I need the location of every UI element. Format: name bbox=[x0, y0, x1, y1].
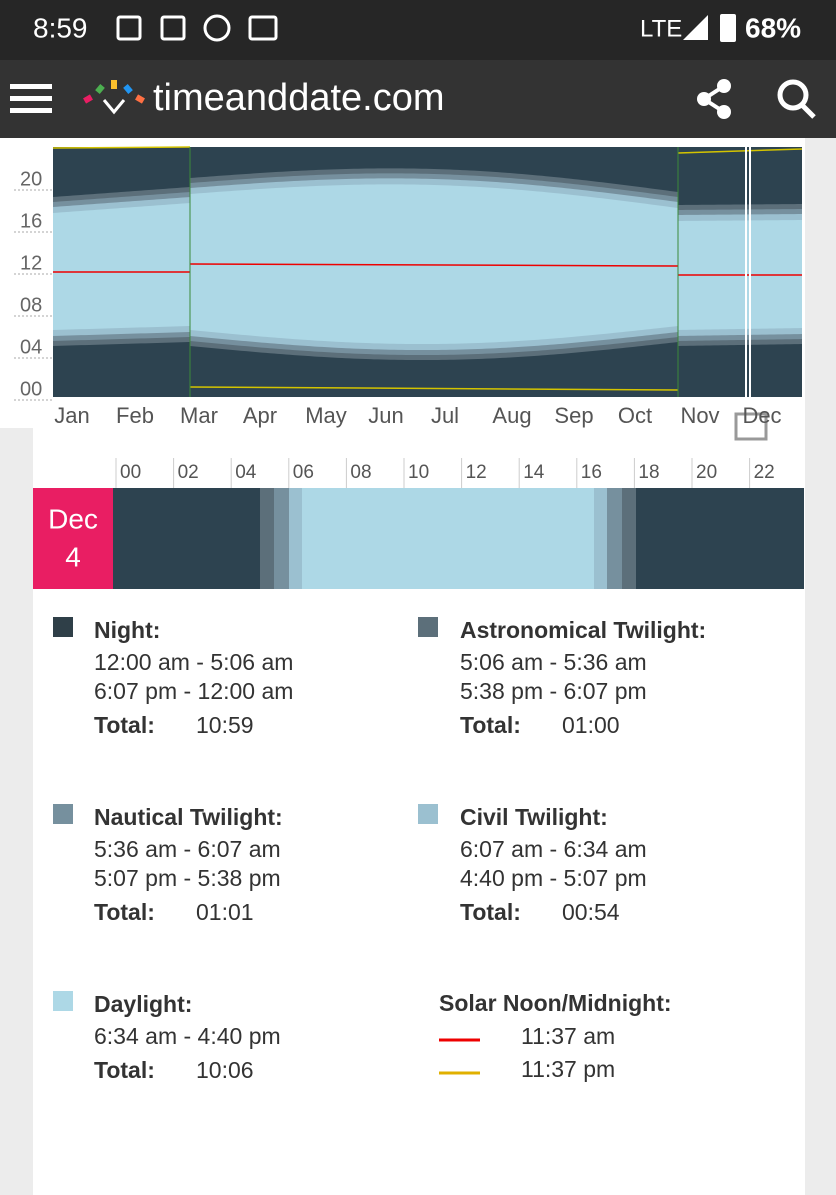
y-label: 20 bbox=[20, 168, 42, 190]
legend-total: 01:01 bbox=[196, 899, 254, 925]
legend-range: 5:06 am - 5:36 am bbox=[460, 649, 647, 675]
hour-label: 18 bbox=[638, 462, 659, 483]
legend-range: 6:07 am - 6:34 am bbox=[460, 836, 647, 862]
noon-line bbox=[189, 263, 679, 267]
month-label: Feb bbox=[116, 403, 154, 428]
midnight-line bbox=[52, 146, 191, 149]
hour-label: 16 bbox=[581, 462, 602, 483]
hour-label: 08 bbox=[350, 462, 371, 483]
month-label: Dec bbox=[742, 403, 781, 428]
month-label: Apr bbox=[243, 403, 277, 428]
hour-axis: 00 02 04 06 08 10 12 14 16 18 20 22 bbox=[115, 458, 775, 488]
search-button[interactable] bbox=[777, 79, 816, 119]
legend-total: 01:00 bbox=[562, 712, 620, 738]
chart-margin bbox=[0, 138, 53, 428]
legend-total-label: Total: bbox=[94, 1057, 155, 1083]
legend-title: Civil Twilight: bbox=[460, 804, 608, 830]
x-axis: Jan Feb Mar Apr May Jun Jul Aug Sep Oct Nov Dec bbox=[54, 403, 781, 428]
hour-label: 20 bbox=[696, 462, 717, 483]
legend-range: 12:00 am - 5:06 am bbox=[94, 649, 293, 675]
legend-total-label: Total: bbox=[460, 712, 521, 738]
legend-total: 10:06 bbox=[196, 1057, 254, 1083]
hour-label: 10 bbox=[408, 462, 429, 483]
month-label: Oct bbox=[618, 403, 652, 428]
date-badge bbox=[33, 488, 113, 589]
legend-total-label: Total: bbox=[94, 899, 155, 925]
status-bar bbox=[0, 0, 836, 60]
legend-range: 5:38 pm - 6:07 pm bbox=[460, 678, 647, 704]
y-label: 04 bbox=[20, 336, 42, 358]
site-logo[interactable]: timeanddate.com bbox=[83, 77, 445, 119]
legend-title: Nautical Twilight: bbox=[94, 804, 283, 830]
month-label: Jul bbox=[431, 403, 459, 428]
solar-title: Solar Noon/Midnight: bbox=[439, 990, 672, 1016]
midnight-line bbox=[189, 386, 679, 391]
month-label: Aug bbox=[492, 403, 531, 428]
status-battery: 68% bbox=[745, 12, 801, 43]
month-label: Nov bbox=[680, 403, 719, 428]
hour-label: 02 bbox=[178, 462, 199, 483]
month-label: Jun bbox=[368, 403, 403, 428]
legend-title: Astronomical Twilight: bbox=[460, 617, 706, 643]
date-day: 4 bbox=[65, 541, 81, 572]
status-time: 8:59 bbox=[33, 12, 88, 43]
hour-label: 14 bbox=[523, 462, 545, 483]
legend-range: 6:07 pm - 12:00 am bbox=[94, 678, 293, 704]
y-label: 12 bbox=[20, 252, 42, 274]
legend-range: 4:40 pm - 5:07 pm bbox=[460, 865, 647, 891]
year-chart bbox=[52, 146, 803, 441]
solar-legend: Solar Noon/Midnight: 11:37 am 11:37 pm bbox=[439, 990, 672, 1082]
solar-noon: 11:37 am bbox=[521, 1023, 615, 1049]
menu-button[interactable] bbox=[10, 84, 52, 113]
hour-label: 06 bbox=[293, 462, 314, 483]
legend-swatch bbox=[53, 991, 73, 1011]
notification-icons bbox=[116, 14, 278, 42]
legend-total-label: Total: bbox=[460, 899, 521, 925]
signal-icon bbox=[683, 15, 708, 40]
day-bar bbox=[113, 488, 804, 589]
hour-label: 12 bbox=[466, 462, 487, 483]
legend-total: 10:59 bbox=[196, 712, 254, 738]
legend-title: Night: bbox=[94, 617, 160, 643]
battery-icon bbox=[720, 14, 736, 42]
legend-total: 00:54 bbox=[562, 899, 620, 925]
daylight-band bbox=[53, 203, 190, 330]
legend-range: 5:07 pm - 5:38 pm bbox=[94, 865, 281, 891]
share-button[interactable] bbox=[697, 79, 731, 119]
month-label: May bbox=[305, 403, 347, 428]
legend-swatch bbox=[53, 804, 73, 824]
month-label: Jan bbox=[54, 403, 89, 428]
date-month: Dec bbox=[48, 503, 98, 534]
daylight-segment bbox=[302, 488, 594, 589]
site-name: timeanddate.com bbox=[153, 77, 445, 119]
legend-swatch bbox=[53, 617, 73, 637]
status-network: LTE bbox=[640, 15, 682, 42]
legend-total-label: Total: bbox=[94, 712, 155, 738]
legend-title: Daylight: bbox=[94, 991, 192, 1017]
legend-range: 5:36 am - 6:07 am bbox=[94, 836, 281, 862]
daylight-band bbox=[190, 184, 678, 345]
solar-midnight: 11:37 pm bbox=[521, 1056, 615, 1082]
y-label: 16 bbox=[20, 210, 42, 232]
legend-swatch bbox=[418, 617, 438, 637]
legend: Night: 12:00 am - 5:06 am 6:07 pm - 12:00 … bbox=[53, 617, 706, 1083]
month-label: Mar bbox=[180, 403, 218, 428]
month-label: Sep bbox=[554, 403, 593, 428]
legend-swatch bbox=[418, 804, 438, 824]
midnight-line bbox=[677, 148, 803, 154]
legend-range: 6:34 am - 4:40 pm bbox=[94, 1023, 281, 1049]
hour-label: 04 bbox=[235, 462, 257, 483]
y-axis: 20 16 12 08 04 00 bbox=[14, 168, 53, 401]
hour-label: 00 bbox=[120, 462, 141, 483]
y-label: 00 bbox=[20, 378, 42, 400]
hour-label: 22 bbox=[754, 462, 775, 483]
lock-icon bbox=[734, 412, 768, 441]
y-label: 08 bbox=[20, 294, 42, 316]
